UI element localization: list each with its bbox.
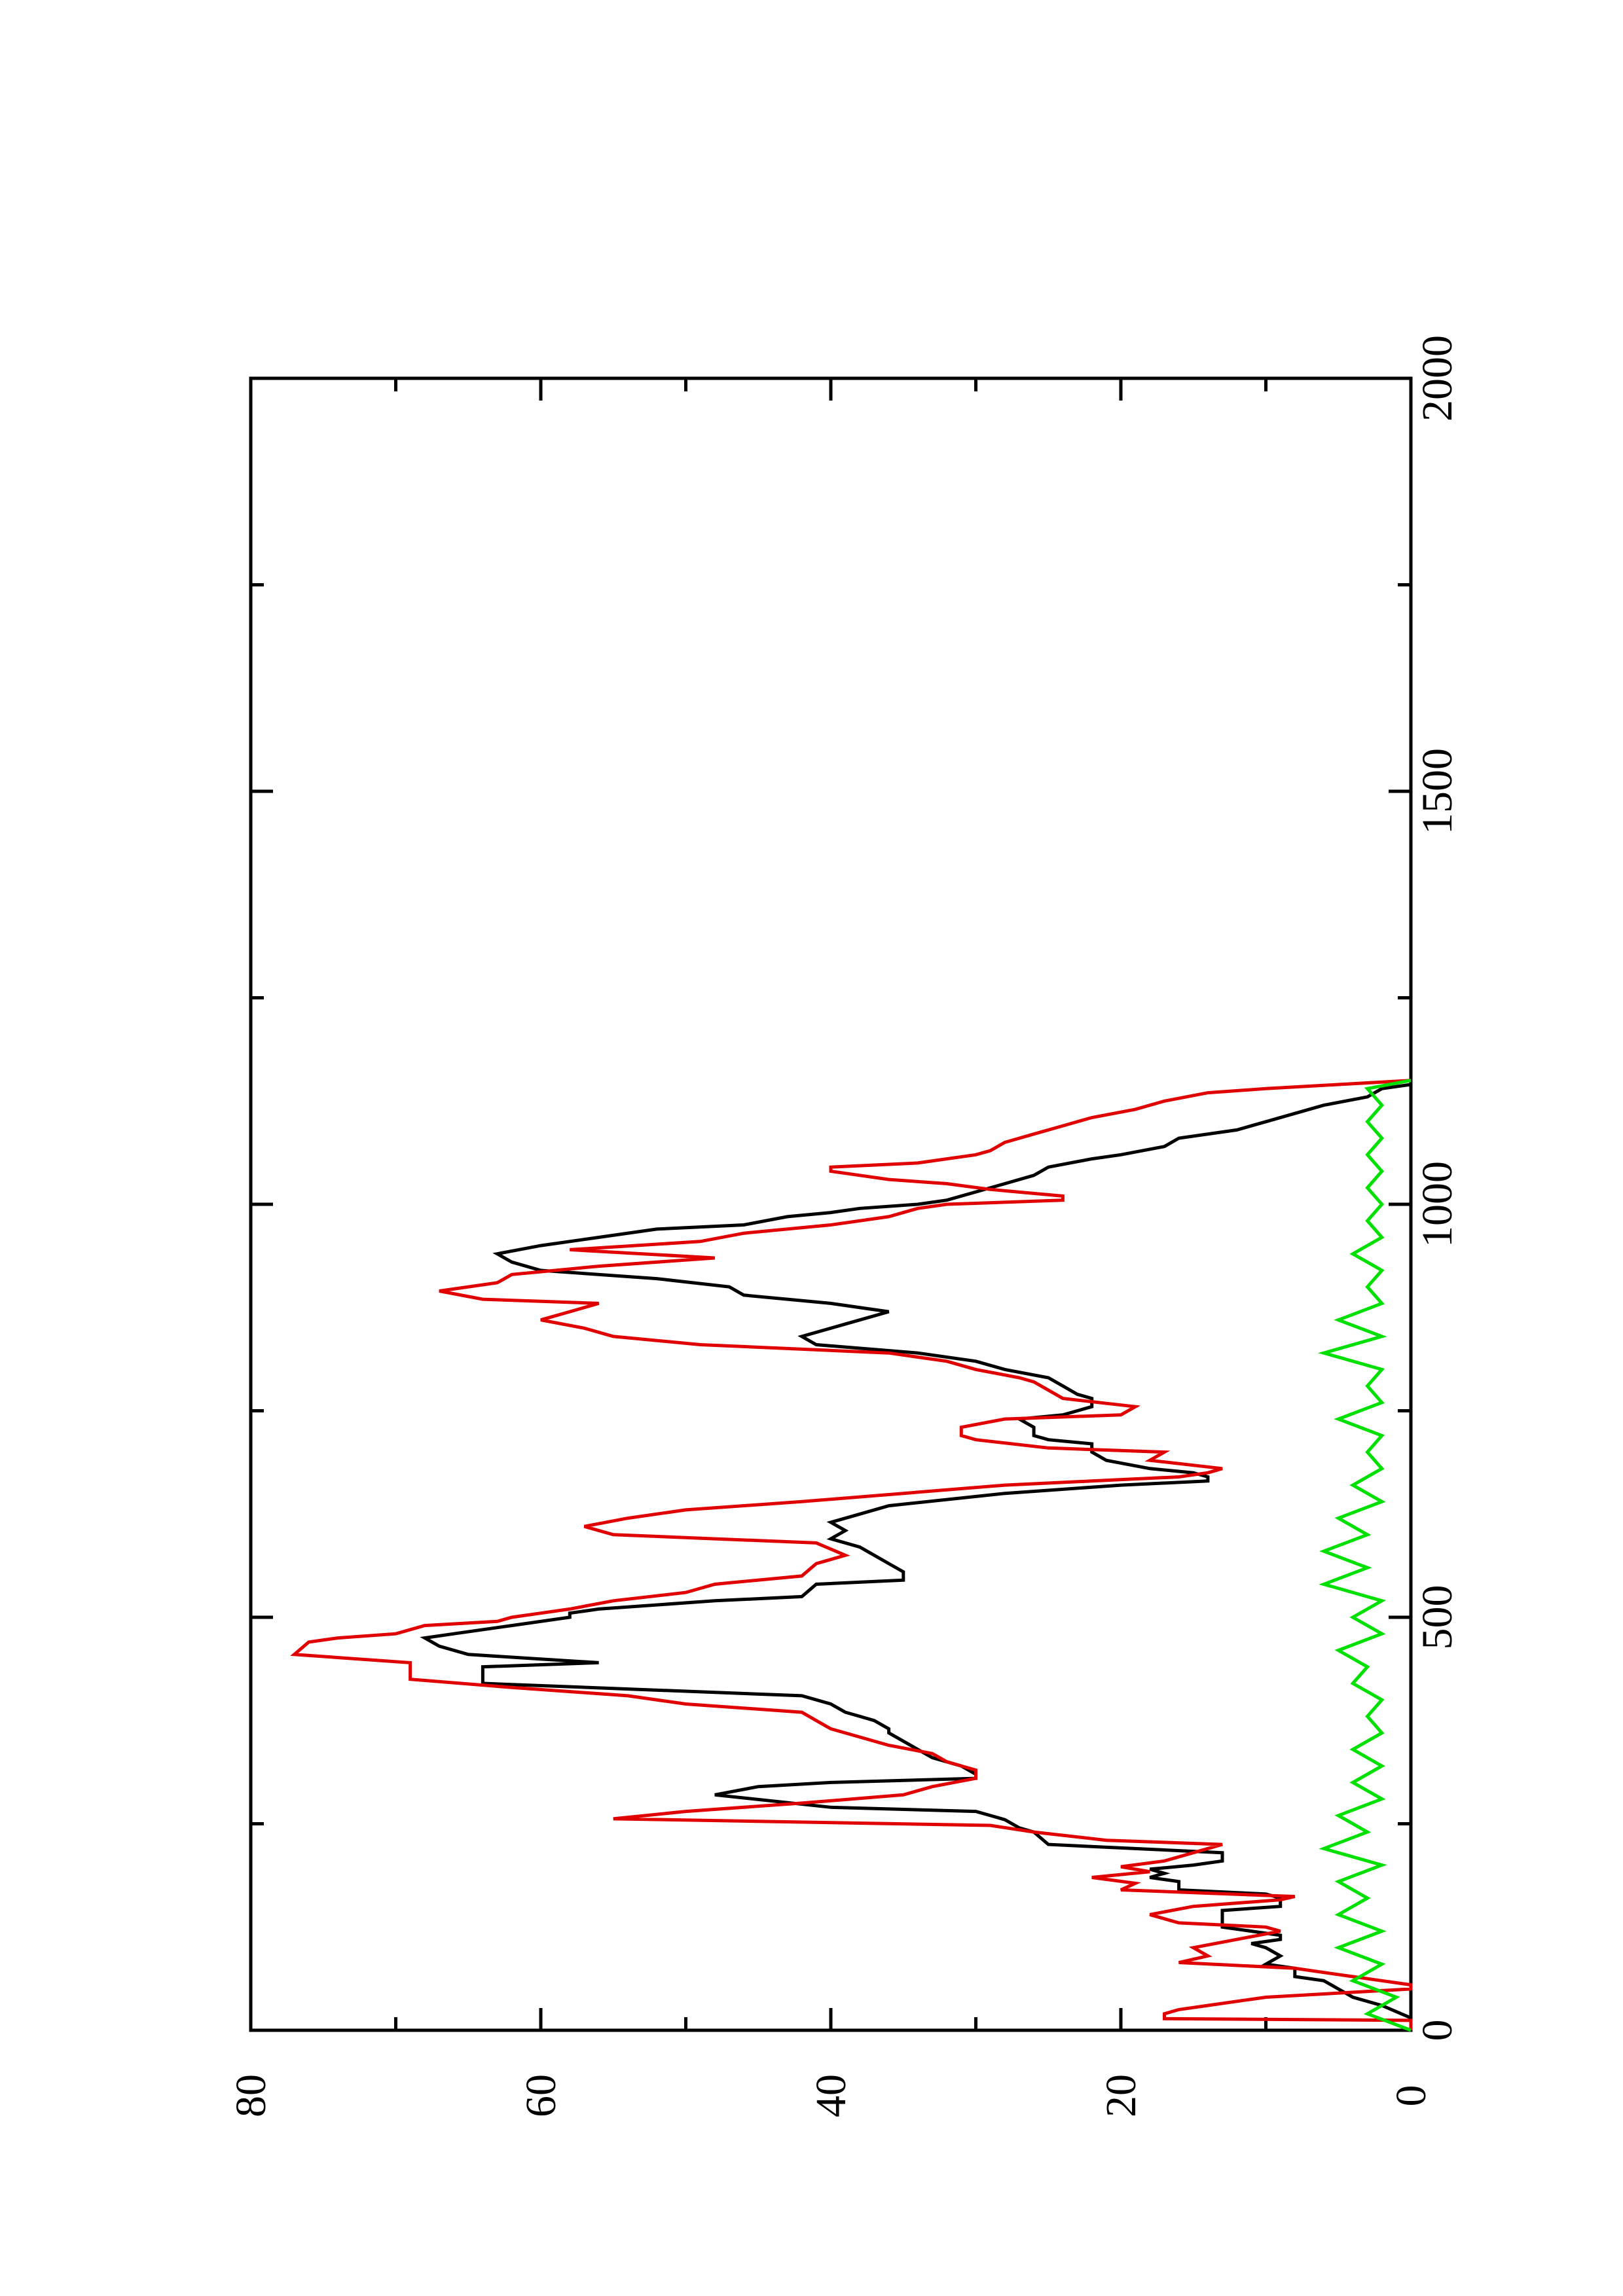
y-tick-label: 0 <box>1387 2085 1435 2107</box>
series-black-line <box>420 1080 1413 2030</box>
x-tick-label: 0 <box>1413 2020 1461 2041</box>
x-tick-label: 1000 <box>1413 1161 1461 1247</box>
y-tick-label: 60 <box>517 2074 565 2117</box>
series-layer <box>290 1079 1413 2032</box>
y-tick-label: 20 <box>1097 2074 1145 2117</box>
tick-labels: 0 500 1000 1500 2000 0 20 40 60 80 <box>227 335 1461 2117</box>
y-tick-label: 80 <box>227 2074 275 2117</box>
series-red-line <box>290 1079 1413 2030</box>
x-tick-label: 500 <box>1413 1585 1461 1650</box>
tick-marks <box>249 376 1413 2032</box>
series-green-line <box>1317 1079 1412 2032</box>
x-tick-label: 2000 <box>1413 335 1461 422</box>
y-tick-label: 40 <box>807 2074 855 2117</box>
x-tick-label: 1500 <box>1413 748 1461 834</box>
